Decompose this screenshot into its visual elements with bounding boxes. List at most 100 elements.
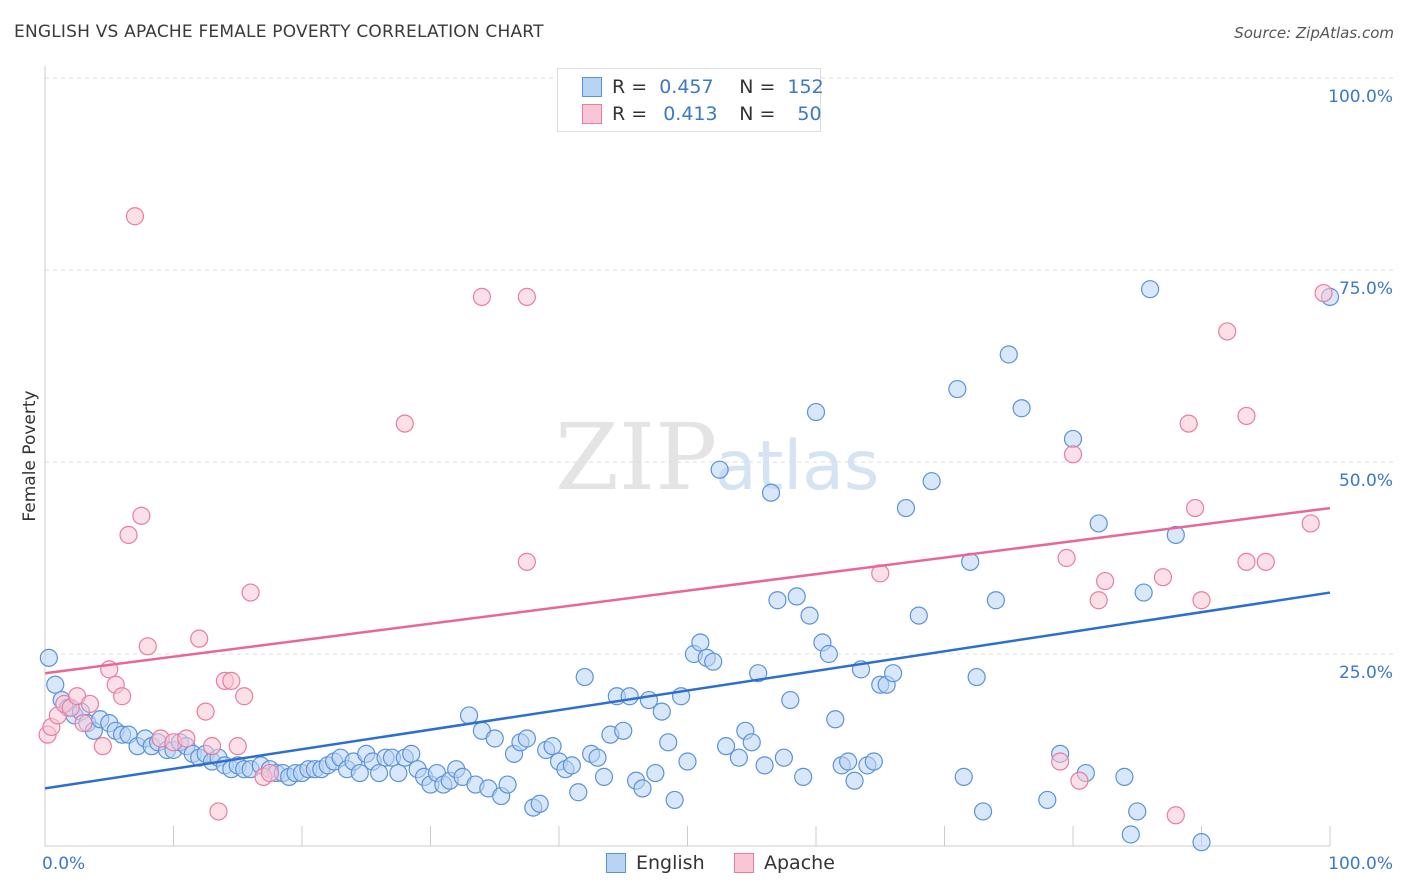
english-point <box>922 472 941 491</box>
english-point <box>1166 525 1185 545</box>
english-point <box>749 664 768 683</box>
english-legend-label: English <box>636 852 705 874</box>
english-point <box>729 748 749 767</box>
english-point <box>620 687 639 706</box>
english-point <box>1140 280 1160 299</box>
apache-point <box>222 671 241 690</box>
english-point <box>517 729 536 748</box>
english-r-label: R = <box>612 76 654 98</box>
english-point <box>678 752 697 771</box>
apache-r-value: 0.413 <box>663 103 718 125</box>
apache-point <box>1218 322 1237 341</box>
apache-point <box>395 414 414 433</box>
english-point <box>1192 833 1211 852</box>
english-point <box>839 752 858 771</box>
english-point <box>986 591 1006 610</box>
english-point <box>594 767 614 786</box>
english-point <box>691 633 710 652</box>
y-tick-label: 75.0% <box>1339 279 1393 299</box>
english-point <box>1089 514 1108 533</box>
english-point <box>652 702 671 721</box>
english-point <box>1134 583 1153 602</box>
english-trend-line <box>44 591 1331 790</box>
english-point <box>530 794 549 813</box>
apache-point <box>1096 571 1115 591</box>
english-point <box>819 644 838 664</box>
english-point <box>370 763 389 783</box>
correlation-legend: R = 0.457 N = 152 R = 0.413 N = 50 <box>557 68 824 132</box>
apache-point <box>1057 548 1076 568</box>
legend-item-english[interactable]: English <box>606 852 705 874</box>
apache-point <box>1089 591 1108 610</box>
apache-point <box>1070 771 1089 790</box>
english-point <box>1063 429 1083 449</box>
legend-item-apache[interactable]: Apache <box>734 852 835 874</box>
apache-point <box>235 687 254 706</box>
english-point <box>761 483 781 502</box>
english-point <box>710 460 729 479</box>
apache-point <box>1063 445 1083 464</box>
apache-point <box>119 525 138 545</box>
apache-n-value: 50 <box>797 103 822 125</box>
apache-point <box>1192 591 1211 610</box>
apache-point <box>138 637 157 656</box>
english-swatch <box>582 77 602 97</box>
english-point <box>883 664 903 683</box>
apache-point <box>1314 283 1333 303</box>
apache-point <box>74 714 93 733</box>
apache-point <box>209 802 228 821</box>
apache-point <box>241 583 260 602</box>
english-point <box>742 733 761 752</box>
apache-point <box>125 207 145 226</box>
apache-point <box>1051 752 1070 771</box>
apache-point <box>177 729 196 748</box>
english-point <box>569 783 588 802</box>
x-tick-label-max: 100.0% <box>1328 854 1393 874</box>
english-point <box>896 498 916 518</box>
english-point <box>774 748 793 767</box>
english-point <box>806 402 826 422</box>
tick-labels: 25.0% 50.0% 75.0% 100.0% 0.0% 100.0% <box>42 87 1393 874</box>
apache-point <box>1179 414 1198 433</box>
english-point <box>800 606 819 625</box>
watermark: ZIP atlas <box>555 404 879 511</box>
english-point <box>864 752 883 771</box>
english-point <box>781 690 800 710</box>
english-point <box>614 721 633 740</box>
english-point <box>794 767 813 786</box>
apache-point <box>93 737 112 756</box>
apache-swatch <box>582 104 602 124</box>
english-point <box>1115 767 1134 786</box>
english-point <box>659 733 678 752</box>
english-point <box>562 756 581 775</box>
apache-point <box>190 629 209 648</box>
apache-point <box>196 702 215 721</box>
english-point <box>948 379 967 399</box>
english-point <box>389 763 408 783</box>
apache-legend-swatch <box>734 853 754 873</box>
english-point <box>459 706 479 725</box>
apache-point <box>260 763 279 783</box>
english-point <box>498 775 517 794</box>
english-point <box>826 710 845 729</box>
english-point <box>704 652 723 671</box>
apache-point <box>1185 498 1205 518</box>
apache-point <box>1237 552 1256 571</box>
apache-point <box>228 737 247 756</box>
english-point <box>665 790 684 810</box>
english-point <box>716 737 736 756</box>
english-n-label: N = <box>739 76 782 98</box>
english-point <box>755 756 774 775</box>
english-series <box>39 280 1340 852</box>
apache-r-label: R = <box>612 103 654 125</box>
english-point <box>954 767 973 786</box>
trend-lines <box>44 506 1331 790</box>
source-label: Source: ZipAtlas.com <box>1234 24 1394 42</box>
apache-trend-line <box>44 506 1331 675</box>
apache-point <box>132 506 151 525</box>
english-point <box>646 763 665 783</box>
apache-series <box>38 207 1333 825</box>
english-point <box>845 771 864 790</box>
english-point <box>485 729 504 748</box>
